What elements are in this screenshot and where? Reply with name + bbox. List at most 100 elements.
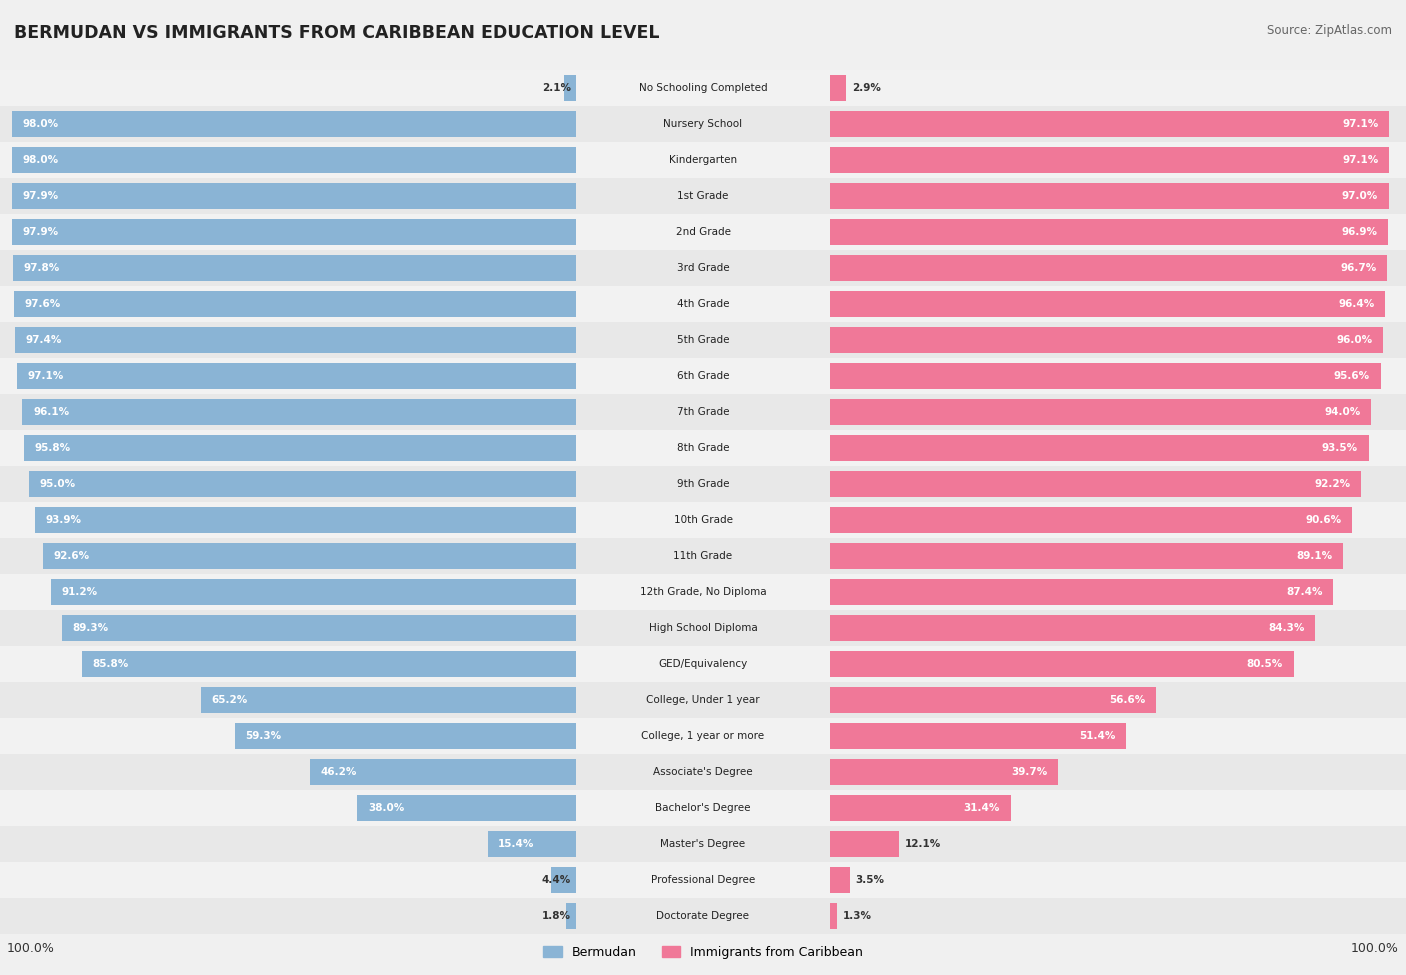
Text: 1.8%: 1.8% — [541, 912, 571, 921]
Bar — [0, 755, 1406, 790]
Text: 96.7%: 96.7% — [1340, 263, 1376, 273]
Bar — [830, 328, 1384, 353]
Bar — [830, 651, 1294, 677]
Bar — [830, 687, 1156, 713]
Text: 1st Grade: 1st Grade — [678, 191, 728, 201]
Text: 97.9%: 97.9% — [22, 191, 59, 201]
Text: 100.0%: 100.0% — [1351, 943, 1399, 956]
Bar — [0, 430, 1406, 466]
Text: Bachelor's Degree: Bachelor's Degree — [655, 803, 751, 813]
Bar — [0, 574, 1406, 610]
Bar — [830, 615, 1316, 642]
Text: Master's Degree: Master's Degree — [661, 839, 745, 849]
Text: 56.6%: 56.6% — [1109, 695, 1146, 705]
Text: 4th Grade: 4th Grade — [676, 299, 730, 309]
Bar — [830, 75, 846, 101]
Text: 12.1%: 12.1% — [905, 839, 941, 849]
Bar — [830, 723, 1126, 749]
Bar — [551, 867, 576, 893]
Bar — [17, 363, 576, 389]
Bar — [830, 292, 1385, 317]
Text: 95.6%: 95.6% — [1334, 371, 1369, 381]
Bar — [0, 646, 1406, 682]
Text: 97.1%: 97.1% — [1343, 155, 1379, 165]
Text: 97.8%: 97.8% — [24, 263, 59, 273]
Bar — [13, 255, 576, 281]
Text: 96.0%: 96.0% — [1336, 335, 1372, 345]
Text: BERMUDAN VS IMMIGRANTS FROM CARIBBEAN EDUCATION LEVEL: BERMUDAN VS IMMIGRANTS FROM CARIBBEAN ED… — [14, 24, 659, 42]
Text: 8th Grade: 8th Grade — [676, 443, 730, 453]
Bar — [0, 70, 1406, 106]
Text: 93.9%: 93.9% — [46, 515, 82, 526]
Text: 97.0%: 97.0% — [1341, 191, 1378, 201]
Text: 89.3%: 89.3% — [72, 623, 108, 633]
Text: 4.4%: 4.4% — [541, 876, 571, 885]
Bar — [830, 543, 1343, 569]
Bar — [24, 435, 576, 461]
Bar — [0, 538, 1406, 574]
Text: Source: ZipAtlas.com: Source: ZipAtlas.com — [1267, 24, 1392, 37]
Text: 2.1%: 2.1% — [541, 83, 571, 93]
Text: 12th Grade, No Diploma: 12th Grade, No Diploma — [640, 587, 766, 597]
Legend: Bermudan, Immigrants from Caribbean: Bermudan, Immigrants from Caribbean — [538, 941, 868, 964]
Bar — [235, 723, 576, 749]
Text: 98.0%: 98.0% — [22, 155, 58, 165]
Bar — [35, 507, 576, 533]
Text: 100.0%: 100.0% — [7, 943, 55, 956]
Bar — [830, 363, 1381, 389]
Text: 87.4%: 87.4% — [1286, 587, 1323, 597]
Text: 94.0%: 94.0% — [1324, 408, 1361, 417]
Bar — [42, 543, 576, 569]
Text: 93.5%: 93.5% — [1322, 443, 1358, 453]
Bar — [830, 579, 1333, 605]
Text: 65.2%: 65.2% — [211, 695, 247, 705]
Bar — [15, 328, 576, 353]
Text: Nursery School: Nursery School — [664, 119, 742, 129]
Bar — [62, 615, 576, 642]
Text: 91.2%: 91.2% — [62, 587, 97, 597]
Bar — [311, 760, 576, 785]
Bar — [30, 471, 576, 497]
Text: 2.9%: 2.9% — [852, 83, 880, 93]
Text: 3rd Grade: 3rd Grade — [676, 263, 730, 273]
Bar — [0, 502, 1406, 538]
Text: 95.8%: 95.8% — [35, 443, 70, 453]
Text: 97.4%: 97.4% — [25, 335, 62, 345]
Bar — [0, 322, 1406, 358]
Bar — [0, 394, 1406, 430]
Bar — [0, 466, 1406, 502]
Bar — [830, 219, 1388, 245]
Bar — [488, 832, 576, 857]
Text: 2nd Grade: 2nd Grade — [675, 227, 731, 237]
Bar — [830, 903, 837, 929]
Text: 80.5%: 80.5% — [1247, 659, 1284, 669]
Bar — [0, 250, 1406, 286]
Text: 10th Grade: 10th Grade — [673, 515, 733, 526]
Text: 98.0%: 98.0% — [22, 119, 58, 129]
Text: GED/Equivalency: GED/Equivalency — [658, 659, 748, 669]
Bar — [0, 898, 1406, 934]
Text: No Schooling Completed: No Schooling Completed — [638, 83, 768, 93]
Text: 46.2%: 46.2% — [321, 767, 357, 777]
Bar — [51, 579, 576, 605]
Bar — [0, 826, 1406, 862]
Bar — [0, 610, 1406, 646]
Bar — [830, 796, 1011, 821]
Bar — [13, 219, 576, 245]
Text: 97.1%: 97.1% — [1343, 119, 1379, 129]
Bar — [830, 255, 1386, 281]
Text: 96.9%: 96.9% — [1341, 227, 1378, 237]
Text: 92.6%: 92.6% — [53, 551, 90, 562]
Text: High School Diploma: High School Diploma — [648, 623, 758, 633]
Bar — [11, 147, 576, 173]
Bar — [830, 867, 849, 893]
Bar — [0, 214, 1406, 250]
Text: 85.8%: 85.8% — [93, 659, 129, 669]
Text: 96.4%: 96.4% — [1339, 299, 1375, 309]
Bar — [14, 292, 576, 317]
Bar — [830, 471, 1361, 497]
Text: 11th Grade: 11th Grade — [673, 551, 733, 562]
Bar — [201, 687, 576, 713]
Text: 95.0%: 95.0% — [39, 479, 76, 489]
Text: 92.2%: 92.2% — [1315, 479, 1351, 489]
